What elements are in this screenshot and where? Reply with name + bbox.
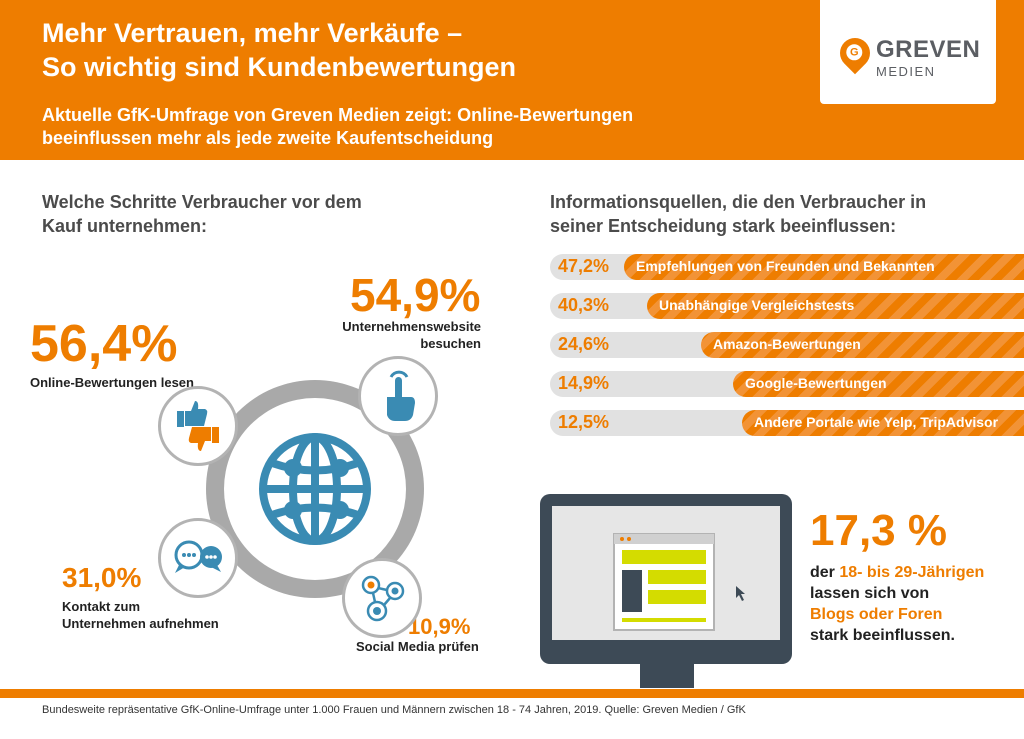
bar-row: 24,6% Amazon-Bewertungen <box>550 332 1024 358</box>
stat-online-reviews-value: 56,4% <box>30 315 178 373</box>
thumbs-icon <box>177 401 219 451</box>
bar: Google-Bewertungen <box>733 371 1024 397</box>
footer-source: Bundesweite repräsentative GfK-Online-Um… <box>42 704 746 716</box>
monitor-illustration <box>540 494 792 664</box>
stat-website-label: Unternehmenswebsite besuchen <box>342 319 481 351</box>
stat-website-value: 54,9% <box>350 269 481 321</box>
bar: Unabhängige Vergleichstests <box>647 293 1024 319</box>
stat-blogs-text: der 18- bis 29-Jährigen lassen sich von … <box>810 564 985 644</box>
bar-category-label: Amazon-Bewertungen <box>713 336 861 352</box>
bar-value-label: 24,6% <box>558 334 610 354</box>
stat-contact-label: Kontakt zum Unternehmen aufnehmen <box>62 599 219 631</box>
footer-divider <box>0 689 1024 698</box>
bar-row: 40,3% Unabhängige Vergleichstests <box>550 293 1024 319</box>
bar-category-label: Google-Bewertungen <box>745 375 887 391</box>
bar-category-label: Andere Portale wie Yelp, TripAdvisor <box>754 414 999 430</box>
hand-pointer-icon <box>387 370 415 421</box>
header-banner: Mehr Vertrauen, mehr Verkäufe – So wicht… <box>0 0 1024 160</box>
left-section-title: Welche Schritte Verbraucher vor dem Kauf… <box>42 192 362 236</box>
social-icon-circle <box>342 558 422 638</box>
bar: Empfehlungen von Freunden und Bekannten <box>624 254 1024 280</box>
location-pin-icon: G <box>833 31 877 75</box>
page-subtitle: Aktuelle GfK-Umfrage von Greven Medien z… <box>42 105 634 148</box>
stat-online-reviews-label: Online-Bewertungen lesen <box>30 375 194 390</box>
stat-social-value: 10,9% <box>408 614 471 639</box>
bar-row: 12,5% Andere Portale wie Yelp, TripAdviso… <box>550 410 1024 436</box>
bar-value-label: 14,9% <box>558 373 610 393</box>
logo-sub: MEDIEN <box>876 64 936 79</box>
contact-icon-circle <box>158 518 238 598</box>
bar: Amazon-Bewertungen <box>701 332 1024 358</box>
webpage-icon <box>613 533 745 631</box>
bar-value-label: 40,3% <box>558 295 610 315</box>
website-icon-circle <box>358 356 438 436</box>
bar-row: 47,2% Empfehlungen von Freunden und Bekan… <box>550 254 1024 280</box>
age-group-highlight: 18- bis 29-Jährigen <box>839 564 985 581</box>
bar-category-label: Empfehlungen von Freunden und Bekannten <box>636 258 935 274</box>
greven-logo: G GREVEN MEDIEN <box>820 0 996 104</box>
stat-social-label: Social Media prüfen <box>356 639 479 654</box>
chat-icon <box>174 540 222 573</box>
right-section-title: Informationsquellen, die den Verbraucher… <box>550 192 927 236</box>
reviews-icon-circle <box>158 386 238 466</box>
bar-row: 14,9% Google-Bewertungen <box>550 371 1024 397</box>
bar-value-label: 47,2% <box>558 256 610 276</box>
globe-icon <box>259 433 371 545</box>
blogs-highlight: Blogs oder Foren <box>810 606 943 623</box>
stat-blogs-value: 17,3 % <box>810 506 947 555</box>
logo-name: GREVEN <box>876 36 981 63</box>
bar: Andere Portale wie Yelp, TripAdvisor <box>742 410 1024 436</box>
monitor-stand <box>640 664 694 688</box>
page-title: Mehr Vertrauen, mehr Verkäufe – So wicht… <box>42 18 517 82</box>
stat-contact-value: 31,0% <box>62 562 142 593</box>
bar-value-label: 12,5% <box>558 412 610 432</box>
bar-category-label: Unabhängige Vergleichstests <box>659 297 855 313</box>
social-network-icon <box>361 575 405 622</box>
